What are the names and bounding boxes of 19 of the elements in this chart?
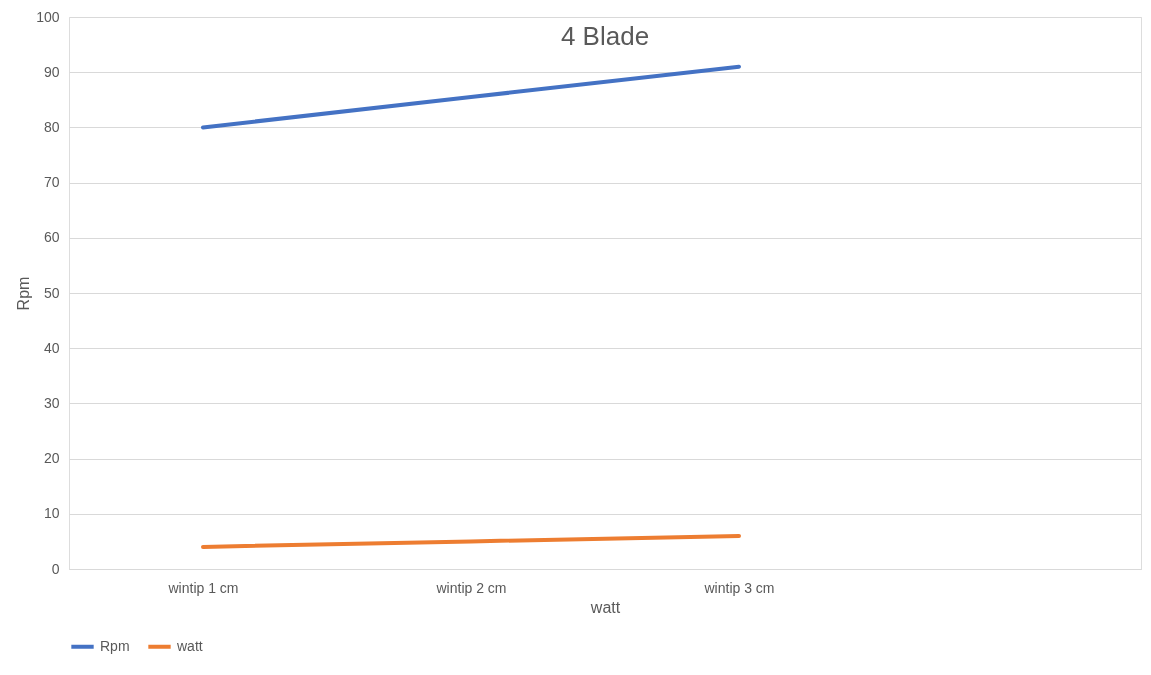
- y-tick-label: 70: [43, 174, 60, 191]
- y-tick-label: 90: [43, 63, 60, 80]
- y-tick-label: 40: [43, 339, 60, 356]
- x-axis-title: watt: [589, 598, 621, 616]
- chart-title: 4 Blade: [560, 21, 650, 51]
- y-tick-label: 80: [43, 118, 60, 135]
- legend-label: Rpm: [100, 637, 130, 654]
- x-tick-label: wintip 1 cm: [167, 579, 239, 596]
- x-tick-label: wintip 2 cm: [435, 579, 507, 596]
- y-tick-label: 100: [36, 8, 60, 25]
- legend-label: watt: [176, 637, 203, 654]
- y-axis-title: Rpm: [15, 276, 33, 311]
- y-tick-label: 50: [43, 284, 60, 301]
- y-tick-label: 60: [43, 229, 60, 246]
- y-tick-label: 20: [43, 450, 60, 467]
- x-tick-label: wintip 3 cm: [703, 579, 775, 596]
- y-tick-label: 0: [51, 560, 60, 577]
- y-tick-label: 10: [43, 505, 60, 522]
- y-tick-label: 30: [43, 394, 60, 411]
